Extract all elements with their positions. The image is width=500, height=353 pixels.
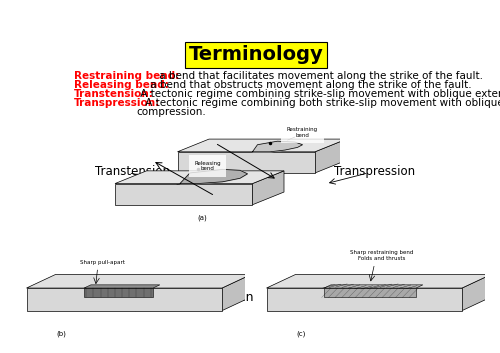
Polygon shape: [178, 139, 346, 152]
Text: a bend that obstructs movement along the strike of the fault.: a bend that obstructs movement along the…: [147, 80, 472, 90]
Text: Restraining
bend: Restraining bend: [287, 127, 318, 138]
Text: a bend that facilitates movement along the strike of the fault.: a bend that facilitates movement along t…: [156, 71, 483, 81]
Polygon shape: [315, 139, 346, 173]
Polygon shape: [252, 141, 302, 152]
Text: Releasing
bend: Releasing bend: [194, 161, 221, 171]
Polygon shape: [266, 288, 462, 311]
Text: compression.: compression.: [136, 107, 206, 118]
Text: A tectonic regime combining strike-slip movement with oblique extension.: A tectonic regime combining strike-slip …: [137, 89, 500, 99]
Text: Transpression: Transpression: [334, 165, 415, 178]
Text: A tectonic regime combining both strike-slip movement with oblique: A tectonic regime combining both strike-…: [142, 98, 500, 108]
Polygon shape: [252, 171, 284, 205]
Text: Releasing bend:: Releasing bend:: [74, 80, 169, 90]
Text: Transpression:: Transpression:: [74, 98, 160, 108]
Polygon shape: [26, 275, 251, 288]
Polygon shape: [178, 152, 315, 173]
Text: Sharp restraining bend
Folds and thrusts: Sharp restraining bend Folds and thrusts: [350, 250, 413, 261]
Text: (c): (c): [296, 330, 306, 337]
Polygon shape: [266, 275, 491, 288]
Text: 8: 8: [428, 291, 436, 305]
Text: Prepared by Dr. Andrew T. Lin
Institute of Geophysics
National Central Univ., Ta: Prepared by Dr. Andrew T. Lin Institute …: [66, 294, 161, 312]
Polygon shape: [26, 288, 222, 311]
Polygon shape: [115, 184, 252, 205]
Text: Sharp pull-apart: Sharp pull-apart: [80, 259, 125, 264]
Polygon shape: [84, 285, 160, 288]
Text: Terminology: Terminology: [189, 45, 324, 64]
Polygon shape: [462, 275, 491, 311]
Text: Transtension:: Transtension:: [74, 89, 154, 99]
Text: Transtension: Transtension: [96, 165, 170, 178]
Polygon shape: [324, 285, 423, 288]
Text: (a): (a): [198, 215, 207, 221]
Polygon shape: [222, 275, 251, 311]
Polygon shape: [180, 169, 248, 184]
Polygon shape: [84, 288, 153, 298]
Text: Pull-apart basin: Pull-apart basin: [156, 291, 253, 304]
Polygon shape: [115, 171, 284, 184]
Text: Restraining bend:: Restraining bend:: [74, 71, 180, 81]
Polygon shape: [324, 288, 416, 298]
Text: (b): (b): [56, 330, 66, 337]
